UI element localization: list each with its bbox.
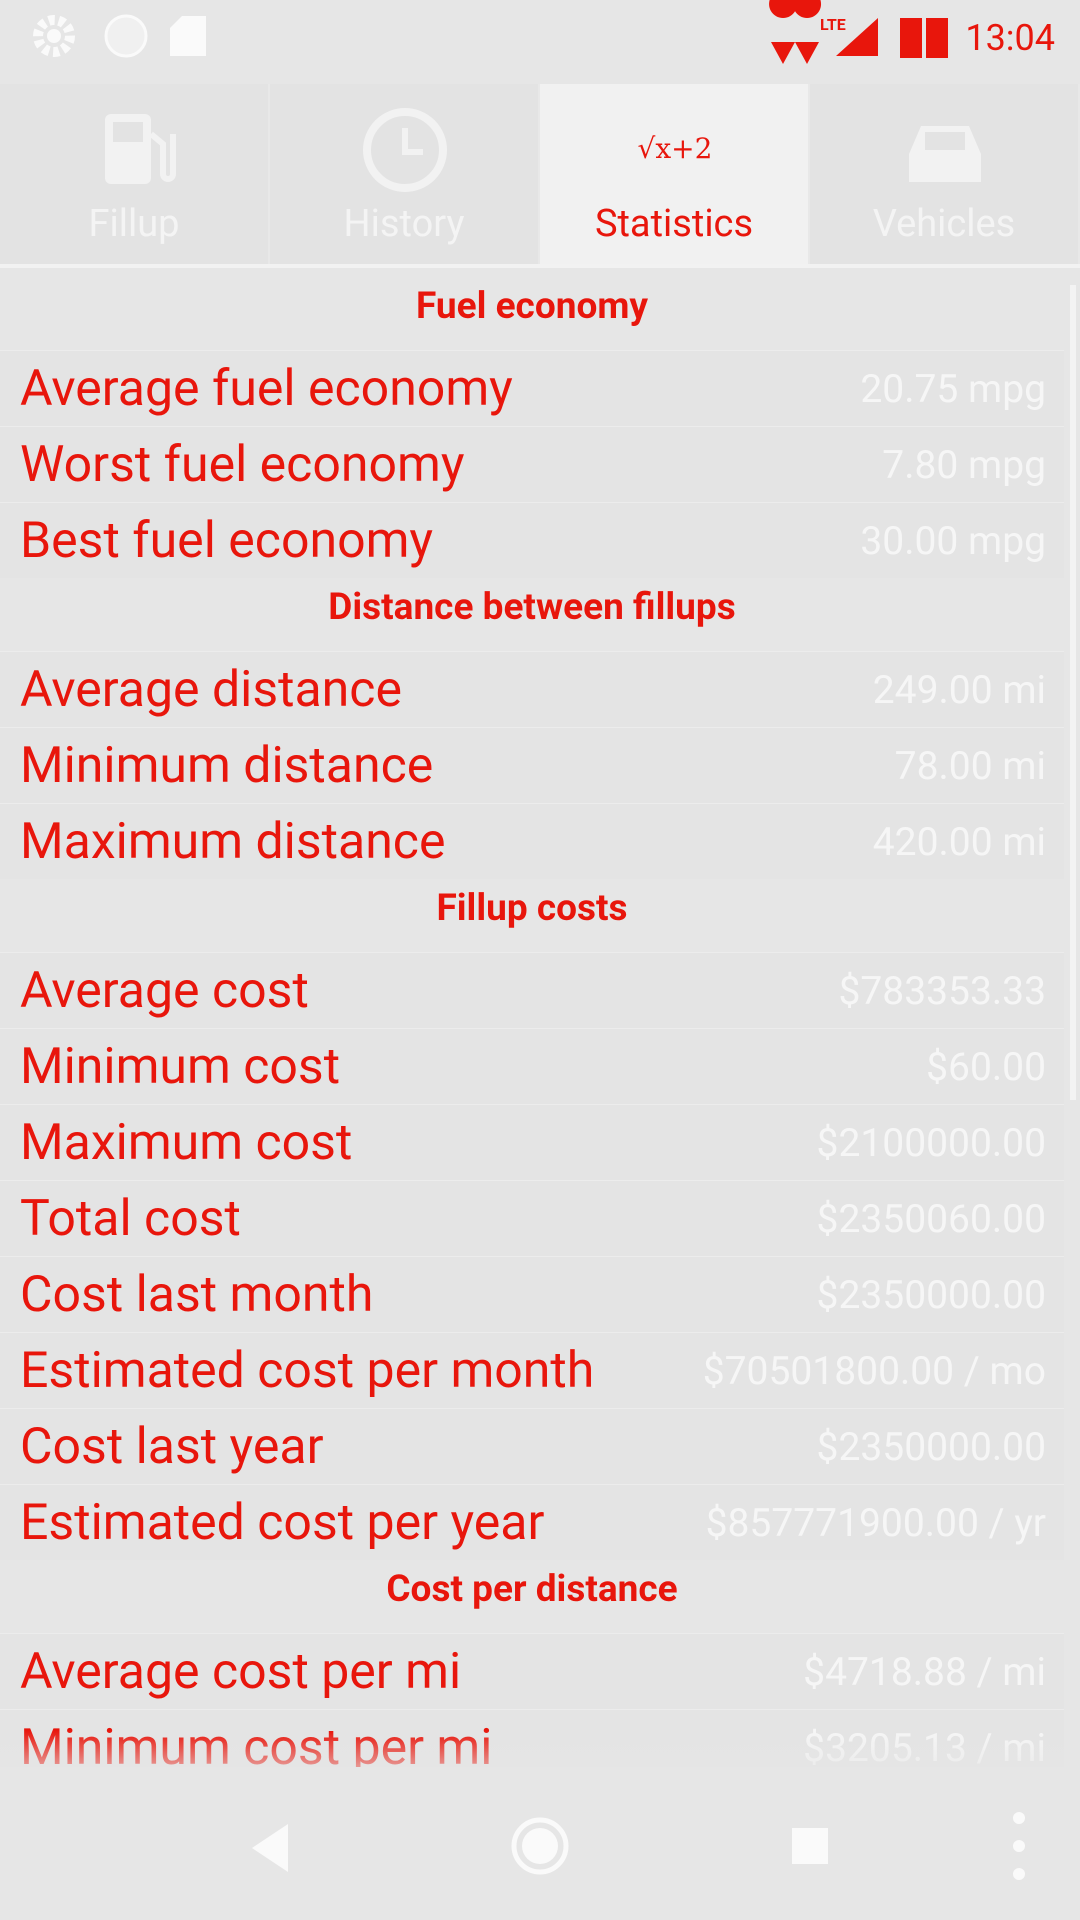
stat-label: Cost last year: [20, 1417, 324, 1476]
stat-value: $857771900.00 / yr: [705, 1499, 1046, 1546]
section-header: Cost per distance: [0, 1560, 1064, 1633]
stat-value: 249.00 mi: [872, 666, 1046, 713]
tab-label: Statistics: [594, 202, 754, 246]
navigation-bar: [252, 1812, 1025, 1880]
stat-label: Cost last month: [20, 1265, 374, 1324]
section-header: Fillup costs: [0, 879, 1064, 952]
stat-value: 7.80 mpg: [882, 441, 1046, 488]
stat-label: Maximum distance: [20, 812, 446, 871]
location-icon: [793, 0, 822, 64]
battery-icon: [926, 18, 948, 58]
stat-label: Estimated cost per year: [20, 1493, 545, 1552]
tab-icon: [909, 126, 981, 182]
stat-value: $2350000.00: [816, 1271, 1046, 1318]
stat-row: Minimum distance 78.00 mi: [0, 727, 1064, 803]
tab[interactable]: Fillup: [0, 84, 270, 264]
stat-row: Estimated cost per year $857771900.00 / y…: [0, 1484, 1064, 1560]
stat-label: Average distance: [20, 660, 402, 719]
stat-value: 78.00 mi: [894, 742, 1046, 789]
menu-button[interactable]: [1013, 1812, 1025, 1880]
stat-label: Average fuel economy: [20, 359, 513, 418]
section-header: Distance between fillups: [0, 578, 1064, 651]
tab-label: History: [343, 202, 465, 246]
location-icon: [769, 0, 798, 64]
stat-row: Minimum cost $60.00: [0, 1028, 1064, 1104]
stat-value: $4718.88 / mi: [803, 1648, 1046, 1695]
sd-card-icon: [170, 16, 206, 56]
stat-value: 20.75 mpg: [860, 365, 1046, 412]
home-button[interactable]: [511, 1817, 569, 1875]
settings-icon: [33, 15, 75, 57]
home-button-inner: [522, 1828, 558, 1864]
stat-label: Average cost: [20, 961, 309, 1020]
statistics-list: Fuel economy Average fuel economy 20.75 mp…: [0, 277, 1064, 1767]
stat-row: Average cost per mi $4718.88 / mi: [0, 1633, 1064, 1709]
section-header: Fuel economy: [0, 277, 1064, 350]
stat-value: 30.00 mpg: [860, 517, 1046, 564]
settings-icon-center: [47, 29, 61, 43]
stat-label: Average cost per mi: [20, 1642, 462, 1701]
sync-icon: [104, 14, 148, 58]
stat-row: Maximum cost $2100000.00: [0, 1104, 1064, 1180]
tab-icon: [105, 114, 176, 184]
back-button[interactable]: [252, 1824, 288, 1872]
tab-icon: [363, 108, 447, 192]
recents-button[interactable]: [792, 1828, 828, 1864]
stat-label: Best fuel economy: [20, 511, 434, 570]
fade: [0, 1730, 1080, 1790]
stat-label: Maximum cost: [20, 1113, 353, 1172]
stat-value: $2100000.00: [816, 1119, 1046, 1166]
tab-icon-text: √x+2: [638, 132, 713, 165]
tab-icon: √x+2: [638, 132, 713, 165]
stat-row: Total cost $2350060.00: [0, 1180, 1064, 1256]
stat-value: $2350060.00: [816, 1195, 1046, 1242]
stat-row: Average fuel economy 20.75 mpg: [0, 350, 1064, 426]
tab[interactable]: √x+2 Statistics: [540, 84, 810, 264]
stat-label: Total cost: [20, 1189, 241, 1248]
signal-icon: [836, 18, 878, 56]
stat-value: $60.00: [926, 1043, 1046, 1090]
network-label: LTE: [820, 15, 846, 34]
scrollbar: [1070, 285, 1076, 1100]
stat-label: Minimum cost: [20, 1037, 341, 1096]
stat-label: Estimated cost per month: [20, 1341, 595, 1400]
stat-row: Average distance 249.00 mi: [0, 651, 1064, 727]
tab-label: Fillup: [88, 202, 180, 246]
stat-label: Minimum distance: [20, 736, 434, 795]
tab-bar: Fillup History √x+2 Statistics Vehicles: [0, 84, 1080, 268]
stat-row: Cost last year $2350000.00: [0, 1408, 1064, 1484]
stat-label: Worst fuel economy: [20, 435, 465, 494]
stat-row: Maximum distance 420.00 mi: [0, 803, 1064, 879]
tab-label: Vehicles: [872, 202, 1016, 246]
stat-value: $783353.33: [838, 967, 1046, 1014]
clock: 13:04: [965, 17, 1055, 59]
stat-row: Best fuel economy 30.00 mpg: [0, 502, 1064, 578]
status-bar: LTE 13:04: [33, 0, 1055, 64]
stat-value: $70501800.00 / mo: [702, 1347, 1046, 1394]
stat-row: Cost last month $2350000.00: [0, 1256, 1064, 1332]
tab[interactable]: Vehicles: [810, 84, 1080, 264]
stat-row: Average cost $783353.33: [0, 952, 1064, 1028]
stat-value: $2350000.00: [816, 1423, 1046, 1470]
tab[interactable]: History: [270, 84, 540, 264]
stat-row: Worst fuel economy 7.80 mpg: [0, 426, 1064, 502]
stat-value: 420.00 mi: [872, 818, 1046, 865]
battery-icon: [900, 18, 922, 58]
stat-row: Estimated cost per month $70501800.00 / m…: [0, 1332, 1064, 1408]
